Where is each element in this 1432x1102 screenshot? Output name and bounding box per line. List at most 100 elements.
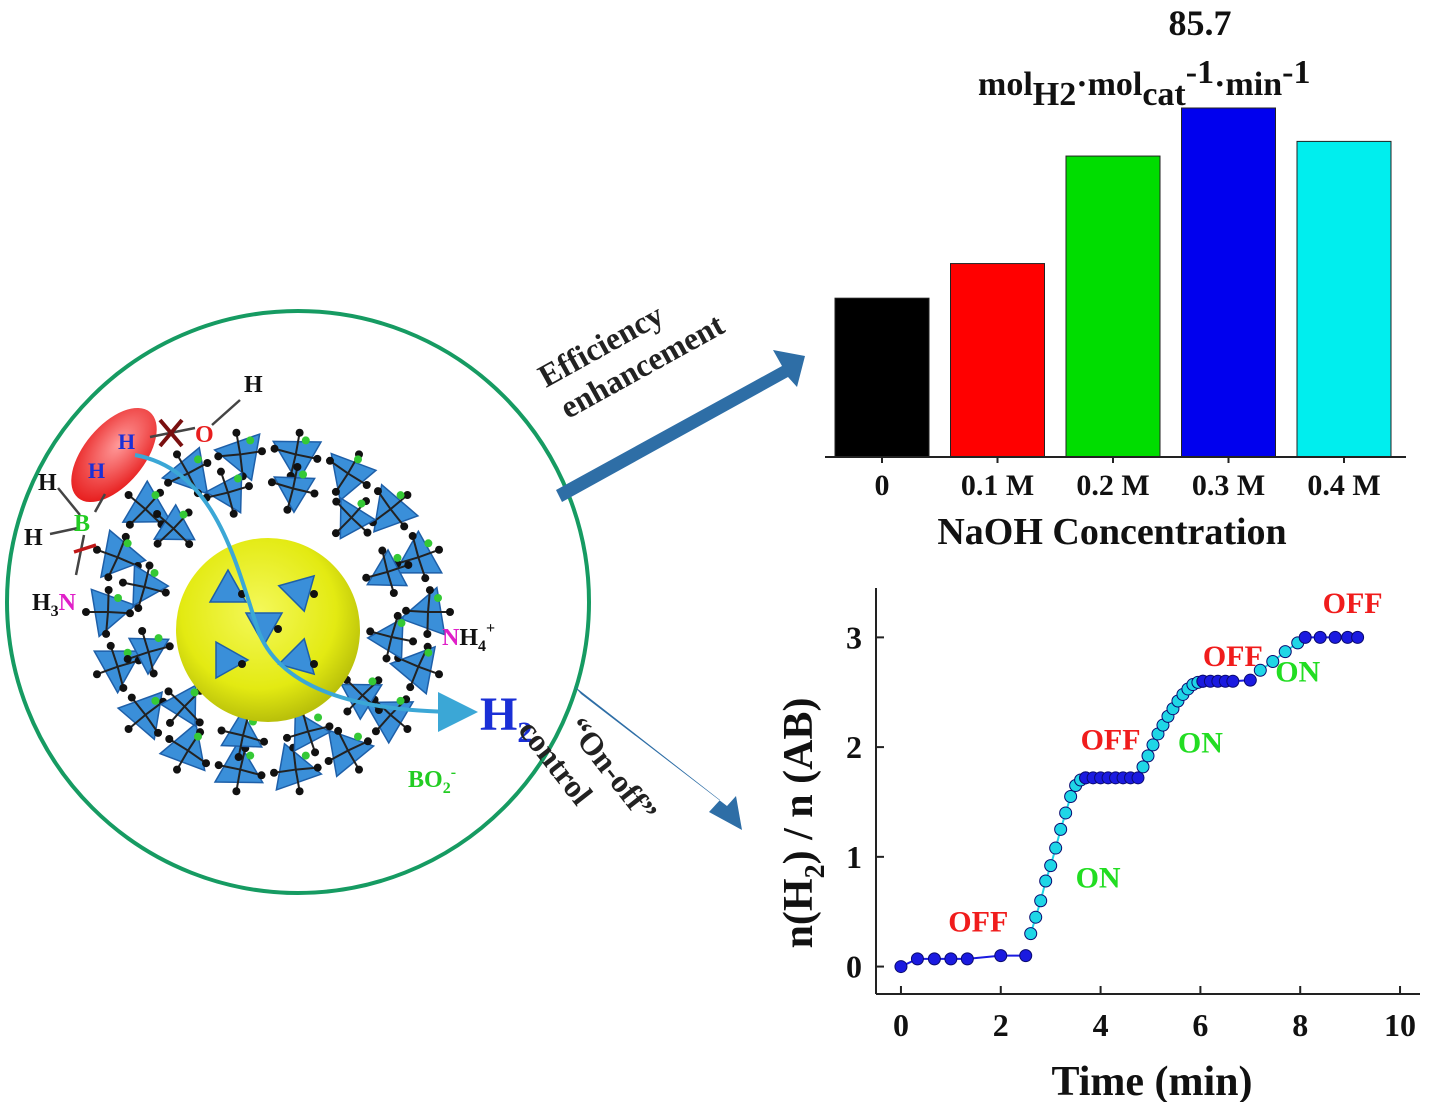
carbon-atom xyxy=(425,586,434,595)
zinc-atom xyxy=(246,436,255,445)
data-point xyxy=(1278,645,1292,659)
y-tick-label: 2 xyxy=(846,729,862,765)
bar-0 xyxy=(834,297,930,458)
zinc-atom xyxy=(233,474,242,483)
carbon-atom xyxy=(270,444,279,453)
catalyst-scheme: H H H O H B H H3N NH4+ H2 BO2- xyxy=(5,309,591,895)
bar-series xyxy=(834,107,1392,458)
carbon-atom xyxy=(295,787,304,796)
carbon-atom xyxy=(355,765,363,774)
carbon-atom xyxy=(283,505,292,514)
data-point xyxy=(1064,789,1078,803)
core-decoration xyxy=(208,568,318,680)
data-point xyxy=(1049,841,1063,855)
carbon-atom xyxy=(403,724,412,733)
data-point xyxy=(1141,749,1155,763)
data-point xyxy=(1044,859,1058,873)
atom-o: O xyxy=(195,422,214,448)
data-point xyxy=(1029,910,1043,924)
carbon-atom xyxy=(423,642,432,651)
carbon-atom xyxy=(124,724,133,733)
carbon-atom xyxy=(123,655,132,664)
carbon-atom xyxy=(229,509,238,518)
zinc-atom xyxy=(190,688,199,697)
data-point xyxy=(994,949,1008,963)
core-tetrahedron xyxy=(277,637,316,676)
carbon-atom xyxy=(408,532,417,541)
carbon-atom xyxy=(310,489,319,498)
atom-h-blue-1: H xyxy=(118,429,135,454)
data-point xyxy=(1243,673,1257,687)
broken-bond-mark xyxy=(158,418,184,448)
bond-oh xyxy=(211,399,241,426)
carbon-atom xyxy=(138,627,147,636)
carbon-atom xyxy=(153,510,162,519)
zinc-atom xyxy=(393,553,402,562)
core-tetrahedron xyxy=(215,640,250,680)
zinc-atom xyxy=(123,539,132,548)
carbon-atom xyxy=(106,641,115,650)
carbon-atom xyxy=(325,456,334,465)
carbon-atom xyxy=(134,604,143,613)
bar-x-label: NaOH Concentration xyxy=(937,511,1286,553)
carbon-atom xyxy=(435,670,444,679)
carbon-atom xyxy=(124,491,133,500)
carbon-atom xyxy=(173,765,181,774)
zinc-atom xyxy=(314,713,323,722)
scatter-y-label: n(H2) / n (AB) xyxy=(776,698,831,949)
bar-tick-label: 0 xyxy=(875,469,890,502)
carbon-atom xyxy=(118,578,127,587)
data-point xyxy=(1059,806,1073,820)
carbon-atom xyxy=(173,450,181,459)
carbon-atom xyxy=(378,546,387,555)
carbon-atom xyxy=(260,737,269,746)
onoff-arrow xyxy=(574,686,742,830)
zinc-atom xyxy=(397,619,406,628)
bar-annotation-value: 85.7 xyxy=(1169,3,1232,43)
on-annotation: ON xyxy=(1275,655,1320,688)
x-tick-label: 2 xyxy=(993,1007,1009,1043)
bar-chart: 85.7 molH2·molcat-1·min-1 0 0.1 M 0.2 M 0.3… xyxy=(825,3,1406,553)
data-point xyxy=(1226,674,1240,688)
zinc-atom xyxy=(354,455,362,464)
off-annotation: OFF xyxy=(1203,640,1263,673)
carbon-atom xyxy=(334,726,343,735)
carbon-atom xyxy=(363,528,372,537)
carbon-atom xyxy=(195,718,204,727)
data-point xyxy=(1328,630,1342,644)
carbon-atom xyxy=(217,726,226,735)
carbon-atom xyxy=(374,676,383,685)
bar-tick-label: 0.3 M xyxy=(1192,469,1265,502)
series-line xyxy=(1029,776,1087,934)
bond-bh1 xyxy=(57,487,81,516)
carbon-atom xyxy=(127,693,136,702)
carbon-atom xyxy=(324,757,333,766)
carbon-atom xyxy=(311,748,320,757)
h2-release-arrow xyxy=(134,453,478,732)
atom-h-b2: H xyxy=(24,525,43,551)
zinc-atom xyxy=(424,539,433,548)
carbon-atom xyxy=(203,458,212,467)
bar-1 xyxy=(950,263,1045,458)
off-annotation: OFF xyxy=(1081,723,1141,756)
carbon-atom xyxy=(257,771,266,780)
carbon-atom xyxy=(325,722,334,731)
off-annotation: OFF xyxy=(1323,587,1383,620)
on-annotation: ON xyxy=(1178,727,1223,760)
zinc-atom xyxy=(150,568,159,577)
zinc-atom xyxy=(301,436,310,445)
mof-framework xyxy=(82,428,454,796)
bond-bh3 xyxy=(93,493,107,513)
carbon-atom xyxy=(214,452,223,461)
carbon-atom xyxy=(165,642,174,651)
carbon-atom xyxy=(400,522,409,531)
carbon-atom xyxy=(270,768,279,777)
data-point xyxy=(910,952,924,966)
zinc-atom xyxy=(434,594,442,602)
series-line xyxy=(1259,642,1299,672)
carbon-atom xyxy=(214,761,223,770)
core-tetrahedron xyxy=(277,574,316,613)
carbon-atom xyxy=(102,629,111,638)
carbon-atom xyxy=(402,606,411,615)
y-tick-label: 0 xyxy=(846,949,862,985)
